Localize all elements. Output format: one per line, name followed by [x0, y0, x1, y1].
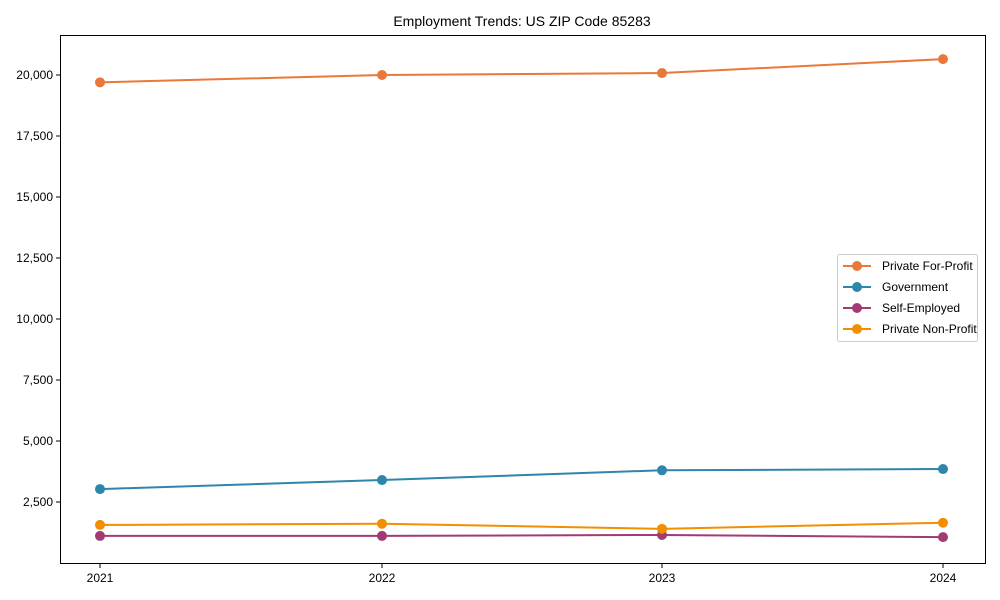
x-tick-label: 2024 [930, 571, 957, 585]
plot-area-frame [60, 35, 986, 564]
series-line [100, 533, 944, 539]
legend-marker-icon [852, 282, 862, 292]
chart-title: Employment Trends: US ZIP Code 85283 [393, 13, 651, 29]
y-tick-label: 5,000 [23, 434, 53, 448]
legend-marker-icon [852, 324, 862, 334]
legend-box [837, 254, 978, 342]
y-tick-label: 2,500 [23, 495, 53, 509]
series-private-for-profit [95, 54, 948, 88]
legend-marker-icon [852, 261, 862, 271]
x-tick-label: 2022 [369, 571, 396, 585]
x-tick-label: 2023 [649, 571, 676, 585]
y-tick-label: 7,500 [23, 373, 53, 387]
y-tick-label: 15,000 [16, 190, 53, 204]
data-point-marker [938, 532, 948, 543]
data-point-marker [938, 517, 948, 528]
data-point-marker [377, 475, 387, 486]
data-point-marker [657, 68, 667, 79]
legend-item: Government [843, 280, 949, 294]
y-tick-label: 20,000 [16, 68, 53, 82]
y-tick-label: 17,500 [16, 129, 53, 143]
data-point-marker [938, 464, 948, 475]
legend-item: Private For-Profit [843, 259, 973, 273]
y-axis: 2,500 5,000 7,500 10,000 12,500 15,000 17,500 2… [16, 68, 61, 509]
y-tick-label: 12,500 [16, 251, 53, 265]
data-point-marker [377, 518, 387, 529]
x-tick-label: 2021 [87, 571, 114, 585]
x-axis: 2021 2022 2023 2024 [87, 563, 957, 585]
legend-label: Private For-Profit [882, 259, 973, 273]
legend-item: Self-Employed [843, 301, 960, 315]
data-point-marker [95, 77, 105, 88]
legend-label: Private Non-Profit [882, 322, 977, 336]
series-private-non-profit [95, 517, 948, 534]
data-point-marker [657, 523, 667, 534]
legend-marker-icon [852, 303, 862, 313]
data-point-marker [95, 484, 105, 495]
data-point-marker [95, 519, 105, 530]
data-point-marker [377, 70, 387, 80]
series-line [99, 521, 944, 530]
y-tick-label: 10,000 [16, 312, 53, 326]
series-line [99, 58, 944, 84]
data-point-marker [95, 530, 105, 541]
data-point-marker [657, 465, 667, 476]
data-point-marker [938, 54, 948, 65]
series-self-employed [95, 529, 948, 543]
legend: Private For-Profit Government Self-Employe… [837, 254, 978, 342]
data-point-marker [377, 530, 387, 541]
series-layer [95, 54, 948, 543]
series-government [95, 464, 948, 495]
legend-label: Government [882, 280, 949, 294]
legend-label: Self-Employed [882, 301, 960, 315]
legend-item: Private Non-Profit [843, 322, 977, 336]
series-line [99, 468, 944, 491]
